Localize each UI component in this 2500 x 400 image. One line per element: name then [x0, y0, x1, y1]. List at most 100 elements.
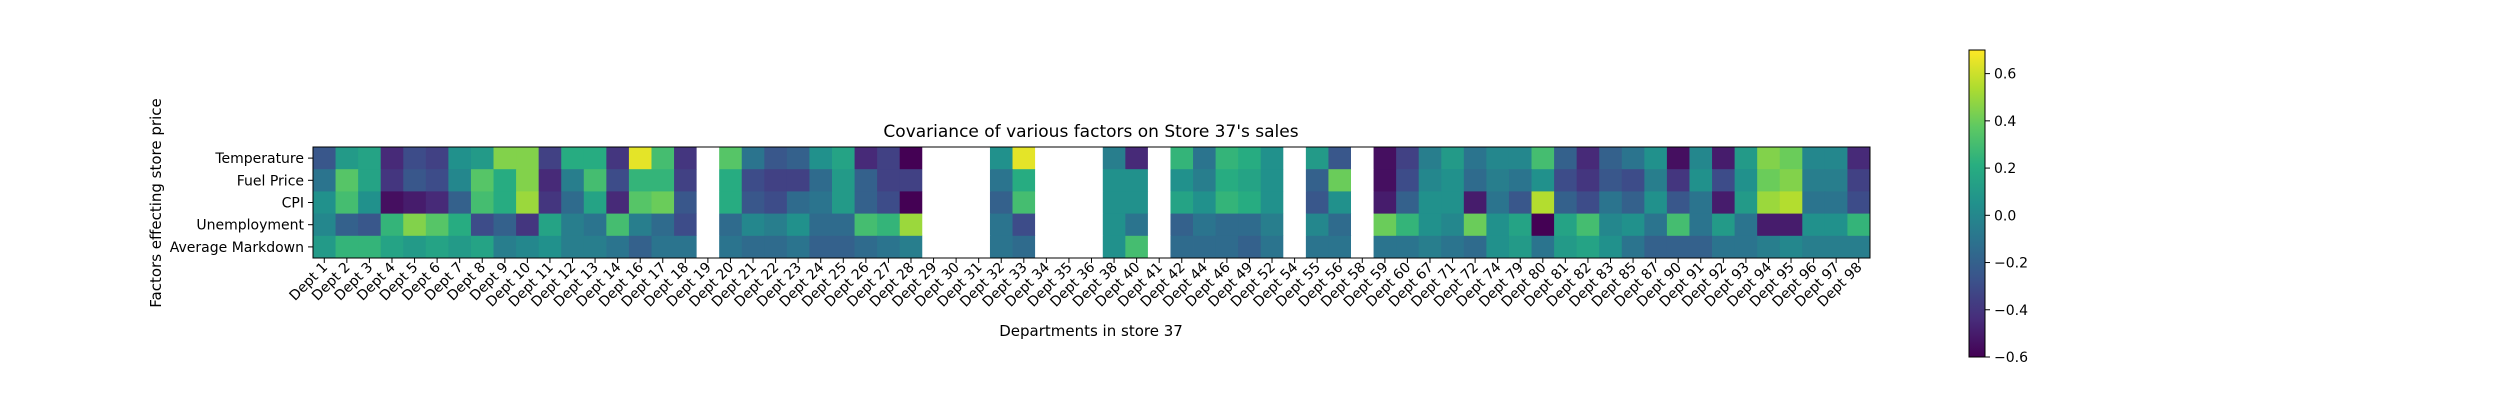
heatmap-cell [1779, 169, 1803, 192]
heatmap-cell [741, 213, 765, 237]
heatmap-cell [1554, 147, 1578, 170]
heatmap-cell [358, 169, 382, 192]
heatmap-cell [583, 191, 607, 214]
heatmap-cell [628, 191, 652, 214]
heatmap-cell [1012, 191, 1036, 214]
heatmap-cell [1351, 191, 1374, 214]
heatmap-cell [1757, 213, 1781, 237]
heatmap-cell [786, 191, 810, 214]
heatmap-cell [313, 147, 336, 170]
heatmap-cell [1463, 213, 1487, 237]
colorbar-tick-label: 0.6 [1994, 67, 2016, 83]
heatmap-cell [313, 235, 336, 259]
heatmap-cell [877, 213, 901, 237]
heatmap-cell [448, 169, 472, 192]
heatmap-cell [606, 147, 630, 170]
heatmap-cell [1689, 169, 1713, 192]
heatmap-cell [832, 235, 855, 259]
heatmap-cell [1305, 191, 1329, 214]
heatmap-cell [832, 147, 855, 170]
heatmap-cell [967, 235, 991, 259]
heatmap-cell [1802, 235, 1826, 259]
heatmap-cell [561, 235, 585, 259]
heatmap-cell [1734, 213, 1758, 237]
heatmap-cell [1193, 235, 1217, 259]
heatmap-cell [899, 191, 923, 214]
heatmap-cell [1689, 213, 1713, 237]
heatmap-cell [1712, 191, 1736, 214]
heatmap-cell [1170, 191, 1194, 214]
heatmap-cell [561, 213, 585, 237]
heatmap-cell [1035, 213, 1059, 237]
heatmap-cell [922, 147, 946, 170]
heatmap-cell [1599, 147, 1623, 170]
heatmap-cell [809, 235, 833, 259]
heatmap-cell [1599, 213, 1623, 237]
heatmap-cell [1035, 235, 1059, 259]
heatmap-cell [1125, 147, 1149, 170]
heatmap-cell [1215, 147, 1239, 170]
heatmap-cell [1147, 147, 1171, 170]
colorbar-tick-label: 0.0 [1994, 208, 2016, 224]
heatmap-cell [1824, 235, 1848, 259]
heatmap-cell [1847, 213, 1871, 237]
heatmap-cell [1305, 213, 1329, 237]
heatmap-cell [1486, 213, 1510, 237]
heatmap-cell [606, 235, 630, 259]
heatmap-cell [583, 213, 607, 237]
heatmap-cell [877, 235, 901, 259]
heatmap-cell [1373, 169, 1397, 192]
y-axis-label: Factors effecting store price [147, 98, 165, 307]
heatmap-cell [944, 191, 968, 214]
heatmap-cell [1373, 191, 1397, 214]
heatmap-cell [493, 191, 517, 214]
heatmap-cell [1351, 213, 1374, 237]
heatmap-cell [1215, 213, 1239, 237]
heatmap-cell [1193, 213, 1217, 237]
heatmap-cell [877, 191, 901, 214]
heatmap-cell [335, 147, 359, 170]
heatmap-cell [1102, 169, 1126, 192]
heatmap-cell [899, 169, 923, 192]
heatmap-cell [425, 191, 449, 214]
heatmap-cell [1147, 235, 1171, 259]
heatmap-cell [380, 235, 404, 259]
heatmap-cell [1080, 235, 1104, 259]
heatmap-cell [1599, 169, 1623, 192]
heatmap-cell [1351, 169, 1374, 192]
heatmap-cell [516, 147, 540, 170]
heatmap-cell [448, 191, 472, 214]
heatmap-cell [1057, 235, 1081, 259]
heatmap-cell [1441, 147, 1465, 170]
heatmap-cell [989, 169, 1013, 192]
heatmap-cell [1396, 169, 1420, 192]
heatmap-cell [1666, 213, 1690, 237]
heatmap-cell [380, 213, 404, 237]
heatmap-cell [1351, 235, 1374, 259]
heatmap-cell [944, 213, 968, 237]
heatmap-cell [1035, 147, 1059, 170]
heatmap-cell [448, 213, 472, 237]
heatmap-cell [1012, 235, 1036, 259]
heatmap-cells [313, 147, 1871, 259]
heatmap-cell [1147, 213, 1171, 237]
heatmap-cell [1170, 147, 1194, 170]
heatmap-cell [425, 169, 449, 192]
heatmap-cell [1689, 147, 1713, 170]
heatmap-cell [989, 213, 1013, 237]
heatmap-cell [1283, 147, 1307, 170]
heatmap-cell [1305, 147, 1329, 170]
heatmap-cell [854, 147, 878, 170]
heatmap-cell [1102, 191, 1126, 214]
heatmap-cell [1802, 147, 1826, 170]
heatmap-cell [674, 235, 698, 259]
heatmap-cell [516, 191, 540, 214]
heatmap-cell [1666, 169, 1690, 192]
heatmap-cell [583, 235, 607, 259]
heatmap-cell [1734, 169, 1758, 192]
heatmap-cell [1012, 169, 1036, 192]
y-tick-labels: Temperature Fuel Price CPI Unemployment Aver… [170, 151, 313, 256]
heatmap-cell [1373, 235, 1397, 259]
heatmap-cell [764, 147, 788, 170]
